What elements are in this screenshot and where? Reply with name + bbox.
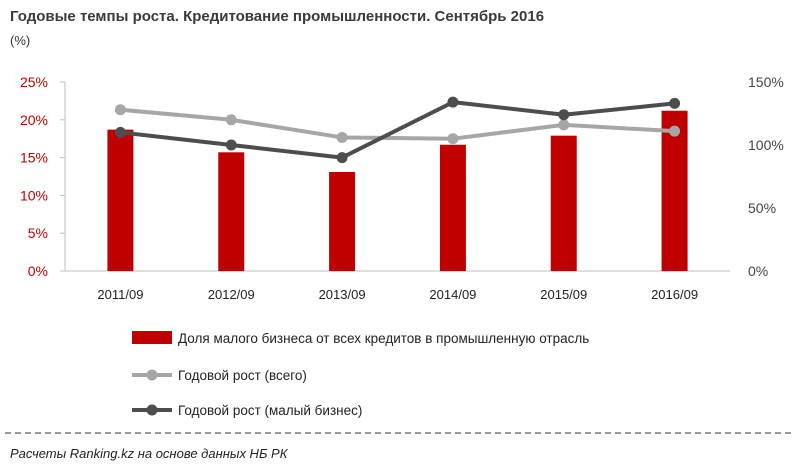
x-tick-label: 2013/09 [319,287,366,302]
legend-swatch-point [146,404,158,416]
series-point [558,109,570,121]
series-point [336,131,348,143]
left-axis: 0% 5% 10% 15% 20% 25% [20,74,66,279]
x-tick-label: 2015/09 [540,287,587,302]
bar [439,144,466,271]
right-tick-label: 0% [748,263,768,279]
bar [218,152,245,271]
bar-series [107,110,688,271]
left-tick-label: 20% [20,112,48,128]
bar [550,135,577,271]
series-line [120,100,675,160]
left-tick-label: 15% [20,150,48,166]
bar [107,129,134,271]
series-point [558,119,570,131]
unit-label: (%) [10,33,31,48]
series-point [669,125,681,137]
x-tick-label: 2014/09 [429,287,476,302]
legend-label: Годовой рост (малый бизнес) [178,403,362,418]
legend: Доля малого бизнеса от всех кредитов в п… [132,331,589,418]
series-point [447,96,459,108]
legend-swatch-bar [132,331,172,344]
series-point [225,114,237,126]
x-tick-label: 2011/09 [97,287,143,302]
x-axis-ticks: 2011/09 2012/09 2013/09 2014/09 2015/09 2016/… [97,287,698,302]
legend-swatch-point [146,369,158,381]
series-point [336,152,348,164]
series-point [447,133,459,145]
left-tick-label: 10% [20,187,48,203]
right-tick-label: 150% [748,74,784,90]
series-point [114,126,126,138]
legend-label: Годовой рост (всего) [178,368,307,383]
series-point [114,104,126,116]
x-tick-label: 2012/09 [208,287,255,302]
left-tick-label: 0% [28,263,48,279]
source-note: Расчеты Ranking.kz на основе данных НБ Р… [10,446,288,461]
series-line [120,107,675,141]
series-point [669,97,681,109]
bar [329,171,356,271]
right-tick-label: 100% [748,137,784,153]
left-tick-label: 5% [28,225,48,241]
x-tick-label: 2016/09 [651,287,698,302]
bar [661,110,688,271]
legend-label: Доля малого бизнеса от всех кредитов в п… [178,331,589,346]
line-series [114,96,681,164]
right-axis: 0% 50% 100% 150% [748,74,784,279]
chart-title: Годовые темпы роста. Кредитование промыш… [10,8,545,25]
left-tick-label: 25% [20,74,48,90]
series-point [225,139,237,151]
right-tick-label: 50% [748,200,776,216]
